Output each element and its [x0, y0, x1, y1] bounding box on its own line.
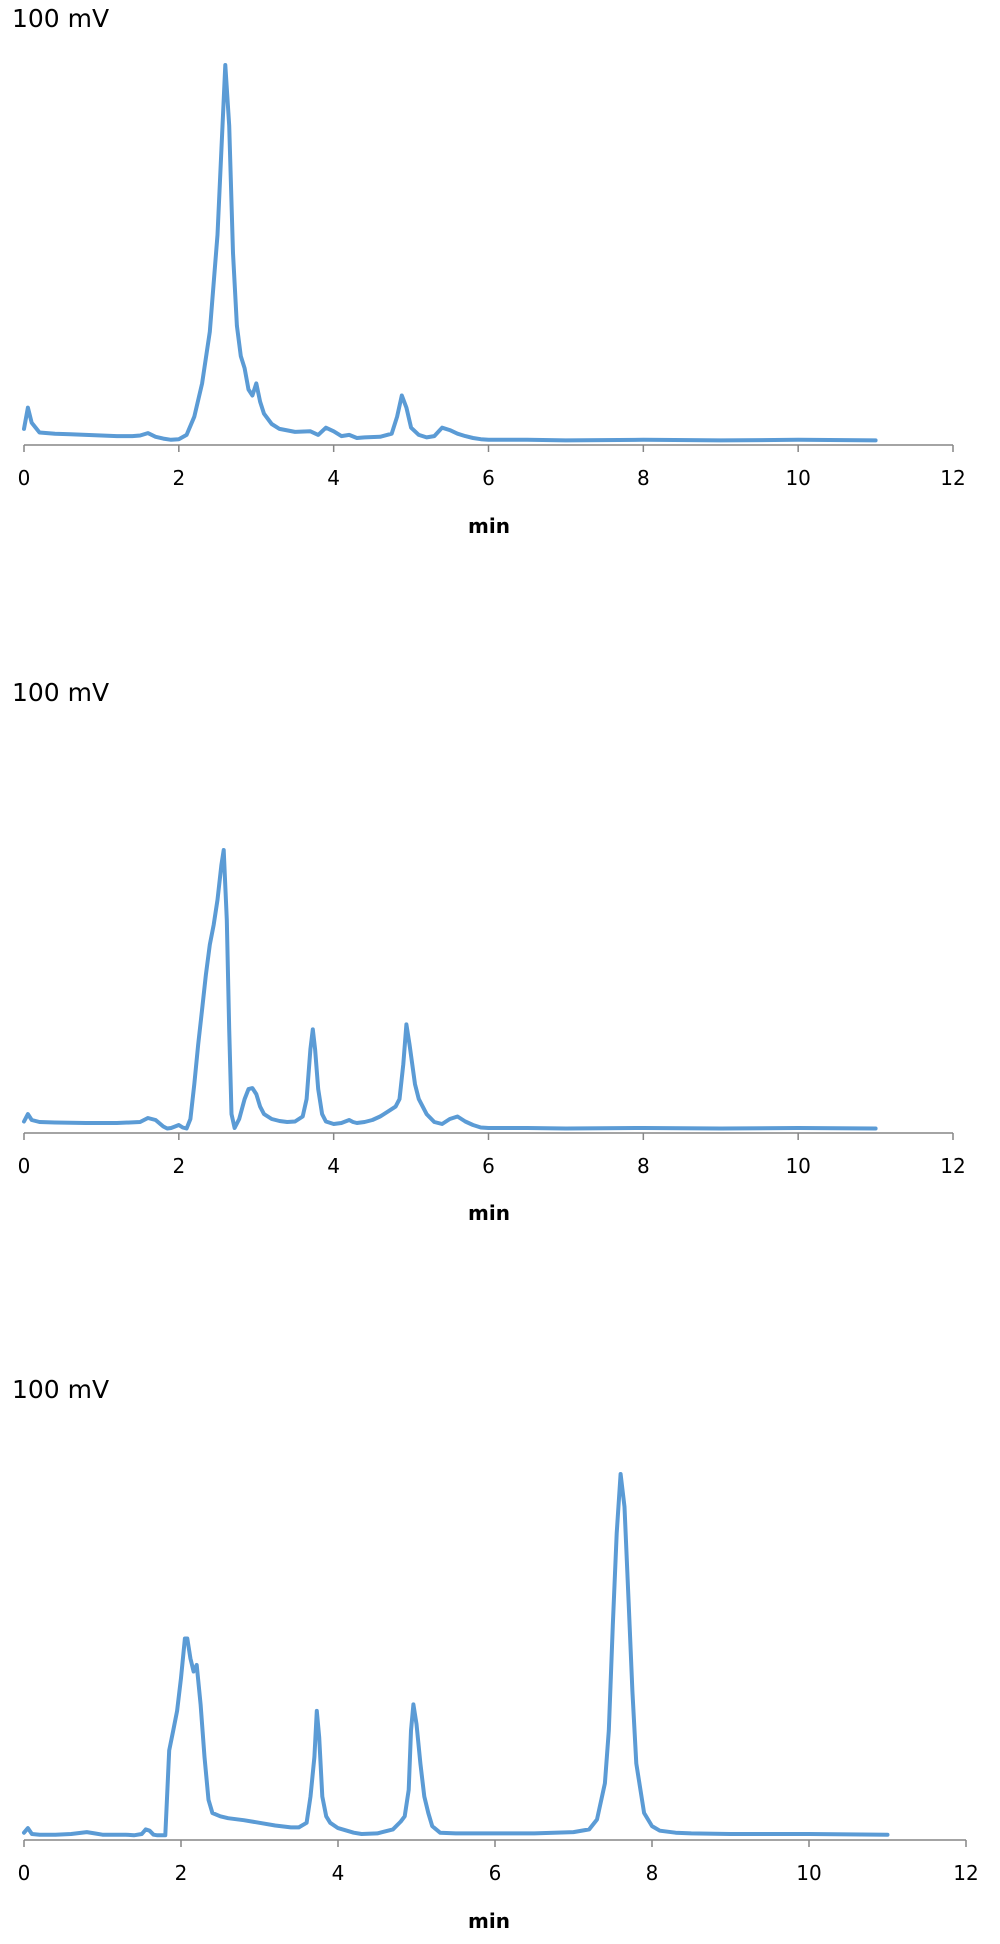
x-tick-label: 2 [175, 1861, 188, 1885]
x-tick-label: 4 [332, 1861, 345, 1885]
chromatogram-trace [22, 848, 878, 1131]
x-tick-label: 0 [18, 1154, 31, 1178]
y-scale-label: 100 mV [12, 4, 109, 33]
y-scale-label: 100 mV [12, 1375, 109, 1404]
x-tick-label: 10 [796, 1861, 821, 1885]
x-tick-label: 12 [953, 1861, 978, 1885]
x-axis-title: min [468, 514, 510, 538]
x-axis-title: min [468, 1201, 510, 1225]
y-scale-label: 100 mV [12, 678, 109, 707]
x-tick-label: 12 [940, 1154, 965, 1178]
x-tick-label: 8 [637, 466, 650, 490]
chromatogram-panel-1: 100 mV min 0 2 4 6 8 10 12 [12, 4, 966, 538]
x-tick-label: 6 [482, 466, 495, 490]
x-tick-label: 6 [489, 1861, 502, 1885]
x-tick-label: 2 [172, 466, 185, 490]
chromatogram-trace [22, 63, 878, 443]
x-tick-label: 4 [327, 1154, 340, 1178]
x-tick-label: 6 [482, 1154, 495, 1178]
x-axis-title: min [468, 1909, 510, 1933]
x-tick-label: 8 [637, 1154, 650, 1178]
x-tick-label: 4 [327, 466, 340, 490]
chromatogram-panel-3: 100 mV min 0 2 4 6 8 10 12 [12, 1375, 979, 1933]
x-tick-label: 10 [785, 1154, 810, 1178]
x-tick-label: 0 [18, 466, 31, 490]
x-tick-label: 10 [785, 466, 810, 490]
x-tick-label: 2 [172, 1154, 185, 1178]
x-tick-label: 0 [18, 1861, 31, 1885]
chromatogram-panel-2: 100 mV min 0 2 4 6 8 10 12 [12, 678, 966, 1225]
x-tick-label: 12 [940, 466, 965, 490]
chromatogram-trace [22, 1472, 890, 1838]
x-tick-label: 8 [646, 1861, 659, 1885]
